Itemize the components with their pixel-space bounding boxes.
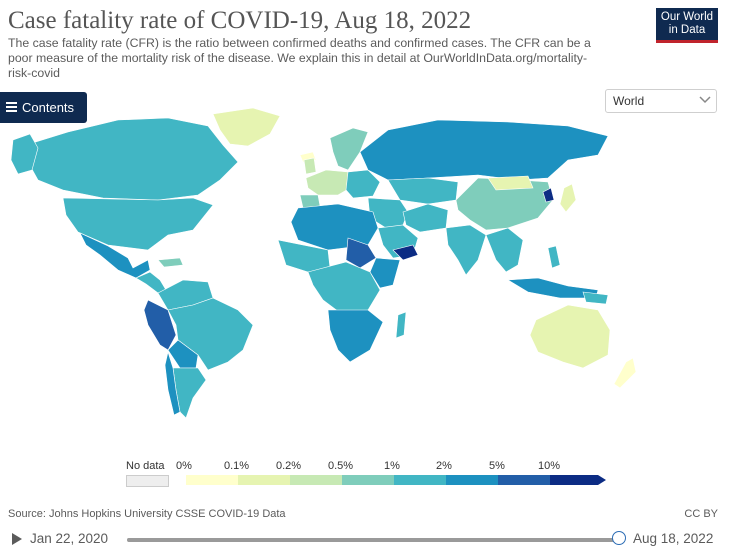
legend-tick: 10% (538, 460, 561, 472)
yemen[interactable] (392, 244, 419, 261)
southeast-asia[interactable] (485, 227, 524, 273)
new-zealand[interactable] (613, 357, 637, 389)
legend-bin[interactable] (550, 475, 599, 485)
japan[interactable] (559, 183, 577, 213)
owid-logo[interactable]: Our World in Data (656, 8, 718, 43)
color-legend: No data 0% 0.1% 0.2% 0.5% 1% 2% 5% 10% (120, 460, 610, 490)
caribbean[interactable] (157, 257, 184, 268)
alaska[interactable] (10, 133, 39, 175)
legend-tick: 0.5% (328, 460, 354, 472)
iran-afghanistan[interactable] (402, 203, 449, 233)
world-map[interactable] (8, 100, 648, 420)
legend-bin[interactable] (186, 475, 239, 485)
philippines[interactable] (547, 245, 561, 269)
chart-title: Case fatality rate of COVID-19, Aug 18, … (8, 7, 472, 34)
southern-africa[interactable] (327, 309, 384, 363)
legend-bin[interactable] (342, 475, 395, 485)
legend-no-data-swatch[interactable] (126, 475, 169, 487)
madagascar[interactable] (395, 311, 407, 339)
chevron-down-icon (699, 96, 711, 104)
peru-ecuador[interactable] (143, 299, 177, 351)
mexico[interactable] (79, 232, 151, 279)
legend-tick: 1% (384, 460, 400, 472)
central-africa[interactable] (307, 261, 381, 316)
legend-bin[interactable] (238, 475, 291, 485)
timeline-fill (127, 538, 619, 542)
contents-button[interactable]: Contents (0, 92, 87, 123)
papua-new-guinea[interactable] (582, 291, 609, 305)
brazil[interactable] (167, 297, 254, 371)
timeline-handle[interactable] (612, 531, 626, 545)
timeline-end-date: Aug 18, 2022 (633, 531, 714, 546)
mongolia[interactable] (487, 175, 534, 191)
chile[interactable] (164, 350, 181, 416)
united-states[interactable] (62, 197, 214, 251)
korea[interactable] (542, 187, 555, 203)
greenland[interactable] (212, 107, 281, 147)
license-link[interactable]: CC BY (684, 508, 718, 520)
russia[interactable] (359, 119, 609, 181)
australia[interactable] (529, 304, 611, 369)
source-note: Source: Johns Hopkins University CSSE CO… (8, 508, 286, 520)
play-icon[interactable] (12, 533, 22, 545)
uk-ireland[interactable] (303, 157, 317, 175)
logo-accent-bar (656, 40, 718, 43)
chart-subtitle: The case fatality rate (CFR) is the rati… (8, 36, 591, 80)
horn-of-africa[interactable] (369, 257, 401, 289)
legend-tick: 2% (436, 460, 452, 472)
timeline-start-date: Jan 22, 2020 (30, 531, 109, 546)
legend-bin[interactable] (394, 475, 447, 485)
western-europe[interactable] (305, 169, 351, 196)
canada[interactable] (25, 117, 239, 201)
legend-no-data-label: No data (126, 460, 165, 472)
legend-bin[interactable] (498, 475, 551, 485)
region-select-value: World (613, 94, 645, 108)
legend-tick: 0% (176, 460, 192, 472)
eastern-europe[interactable] (345, 169, 381, 199)
region-select[interactable]: World (605, 89, 717, 113)
north-africa[interactable] (290, 203, 379, 251)
india[interactable] (445, 224, 487, 276)
legend-tick: 0.2% (276, 460, 302, 472)
legend-tick: 0.1% (224, 460, 250, 472)
legend-bin[interactable] (446, 475, 499, 485)
legend-tick: 5% (489, 460, 505, 472)
bolivia-paraguay[interactable] (167, 339, 199, 369)
sudan[interactable] (345, 237, 377, 269)
legend-bin[interactable] (290, 475, 343, 485)
hamburger-icon (6, 102, 17, 112)
scandinavia[interactable] (329, 127, 369, 171)
timeline: Jan 22, 2020 Aug 18, 2022 (0, 528, 731, 553)
contents-label: Contents (22, 100, 75, 115)
logo-text: Our World in Data (660, 11, 714, 36)
legend-arrow-icon (598, 475, 606, 485)
timeline-track[interactable] (127, 538, 619, 542)
